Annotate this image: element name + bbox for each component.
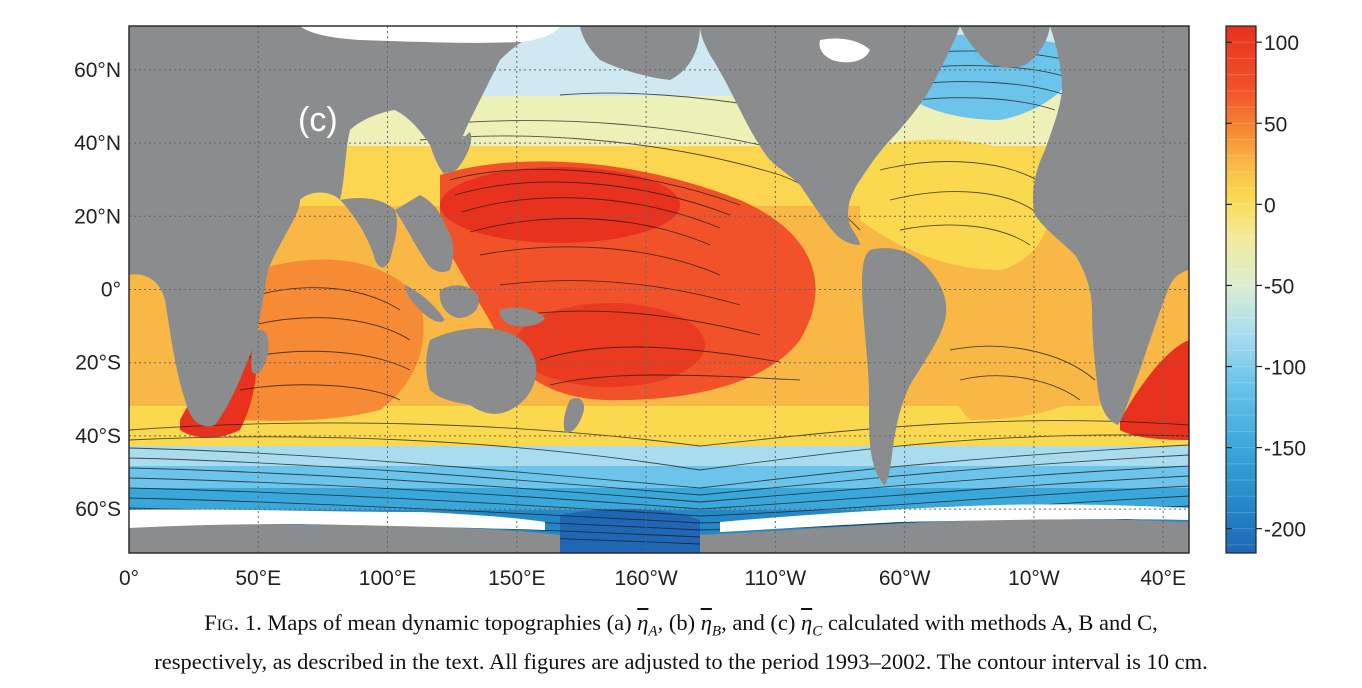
south-pacific-gyre-core [515, 303, 705, 387]
graticule [129, 26, 1189, 553]
caption-text-2: , (b) [657, 610, 701, 635]
caption-line-2: respectively, as described in the text. … [154, 648, 1208, 674]
land-alaska [580, 26, 700, 80]
land [129, 26, 1189, 553]
land-north-america [700, 26, 960, 245]
ice-arctic-asia [300, 26, 560, 43]
land-australia [426, 328, 537, 414]
ice-hudson [819, 38, 870, 63]
colorbar-tick-label: -200 [1264, 519, 1306, 542]
caption-text-3: , and (c) [721, 610, 802, 635]
figure-caption: Fig. 1. Maps of mean dynamic topographie… [40, 608, 1322, 677]
colorbar-ticks: 100 50 0 -50 -100 -150 -200 [1226, 32, 1306, 542]
indian-ocean-warm [214, 259, 424, 421]
lon-tick-label: 110°W [744, 567, 806, 590]
caption-eta-b: η [700, 610, 712, 635]
lat-tick-label: 20°N [74, 205, 121, 228]
lat-tick-label: 0° [101, 279, 121, 302]
caption-eta-c: η [801, 610, 813, 635]
land-india [340, 198, 398, 268]
lon-tick-label: 50°E [235, 567, 281, 590]
south-atlantic-warm [940, 336, 1100, 420]
lat-tick-label: 40°S [75, 425, 121, 448]
latitude-axis: 60°N 40°N 20°N 0° 20°S 40°S 60°S [74, 59, 121, 521]
caption-sub-c: C [812, 623, 823, 640]
land-greenland [960, 26, 1050, 68]
lat-tick-label: 60°N [74, 59, 121, 82]
land-africa-west [129, 26, 560, 427]
caption-fig-number: Fig. 1. [204, 610, 262, 635]
ice-antarctic-east [720, 504, 1189, 532]
lat-tick-label: 20°S [75, 352, 121, 375]
sea-ice [129, 26, 1189, 532]
lat-tick-label: 60°S [75, 498, 121, 521]
caption-sub-b: B [711, 623, 722, 640]
colorbar-tick-label: -100 [1264, 357, 1306, 380]
lon-tick-label: 100°E [359, 567, 416, 590]
land-asia-se [395, 195, 454, 272]
land-borneo [439, 285, 479, 318]
caption-text-1: Maps of mean dynamic topographies (a) [261, 610, 638, 635]
colorbar-fill [1226, 26, 1256, 553]
land-sumatra [405, 285, 445, 322]
contour-lines [129, 50, 1189, 545]
colorbar-tick-label: 50 [1264, 113, 1287, 136]
lon-tick-label: 160°W [614, 567, 677, 590]
caption-text-4: calculated with methods A, B and C, [822, 610, 1158, 635]
agulhas-warm-east [1120, 340, 1189, 440]
land-new-guinea [499, 307, 545, 327]
colorbar: 100 50 0 -50 -100 -150 -200 [1225, 25, 1306, 554]
colorbar-tick-label: -150 [1264, 438, 1306, 461]
lon-tick-label: 40°E [1140, 567, 1186, 590]
land-antarctica [129, 524, 560, 553]
antarctic-deep-blue [560, 508, 700, 553]
lat-tick-label: 40°N [74, 132, 121, 155]
ice-antarctic-west [129, 509, 545, 530]
ocean-band-acc-2 [129, 466, 1189, 488]
north-atlantic-warm [860, 139, 1053, 270]
land-japan [440, 132, 472, 173]
colorbar-tick-label: 0 [1264, 194, 1276, 217]
panel-label: (c) [298, 101, 338, 139]
caption-sub-a: A [648, 623, 658, 640]
land-europe-africa-east [1033, 26, 1189, 425]
lon-tick-label: 10°W [1008, 567, 1060, 590]
colorbar-bands [1226, 41, 1256, 546]
land-antarctica-east [700, 519, 1189, 553]
colorbar-tick-label: 100 [1264, 32, 1299, 55]
map-frame [128, 25, 1190, 554]
north-pacific-gyre-core [440, 167, 680, 243]
colorbar-tick-label: -50 [1264, 275, 1294, 298]
land-new-zealand [563, 398, 585, 433]
caption-eta-a: η [637, 610, 649, 635]
lon-tick-label: 0° [119, 567, 139, 590]
map-area [129, 26, 1189, 553]
lon-tick-label: 60°W [879, 567, 931, 590]
ocean-band-acc-1 [129, 446, 1189, 466]
colorbar-frame [1225, 25, 1257, 554]
lon-tick-label: 150°E [488, 567, 545, 590]
longitude-axis: 0° 50°E 100°E 150°E 160°W 110°W 60°W 10°W 40°E [119, 567, 1186, 590]
